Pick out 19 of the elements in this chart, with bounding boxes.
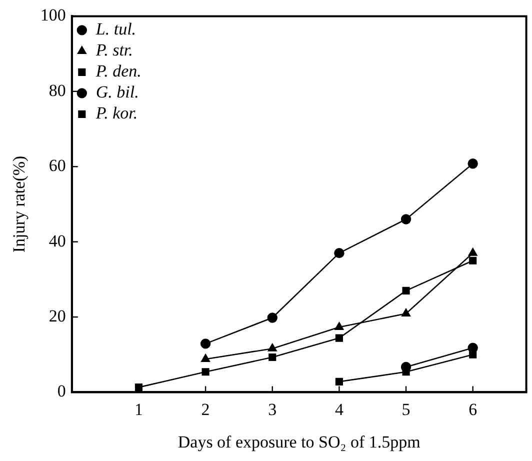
y-tick-label: 20 (48, 306, 66, 326)
x-tick-label: 3 (268, 400, 277, 419)
x-tick-label: 6 (468, 400, 478, 419)
y-axis-title: Injury rate(%) (10, 156, 29, 253)
y-tick-label: 40 (48, 231, 66, 250)
legend-label: L. tul. (94, 20, 136, 39)
legend-label: P. kor. (94, 104, 138, 123)
y-tick-label: 60 (48, 156, 66, 176)
legend-label: G. bil. (96, 82, 139, 102)
legend-label: P. str. (94, 40, 133, 60)
x-tick-label: 2 (201, 400, 210, 419)
y-tick-label: 0 (57, 382, 66, 401)
x-tick-label: 1 (134, 400, 143, 419)
x-axis-title: Days of exposure to SO₂ of 1.5ppm (178, 432, 420, 452)
legend-label: P. den. (94, 62, 142, 81)
x-tick-label: 5 (402, 400, 410, 419)
y-tick-label: 80 (48, 80, 66, 100)
y-tick-label: 100 (40, 6, 66, 25)
x-tick-label: 4 (334, 400, 344, 419)
